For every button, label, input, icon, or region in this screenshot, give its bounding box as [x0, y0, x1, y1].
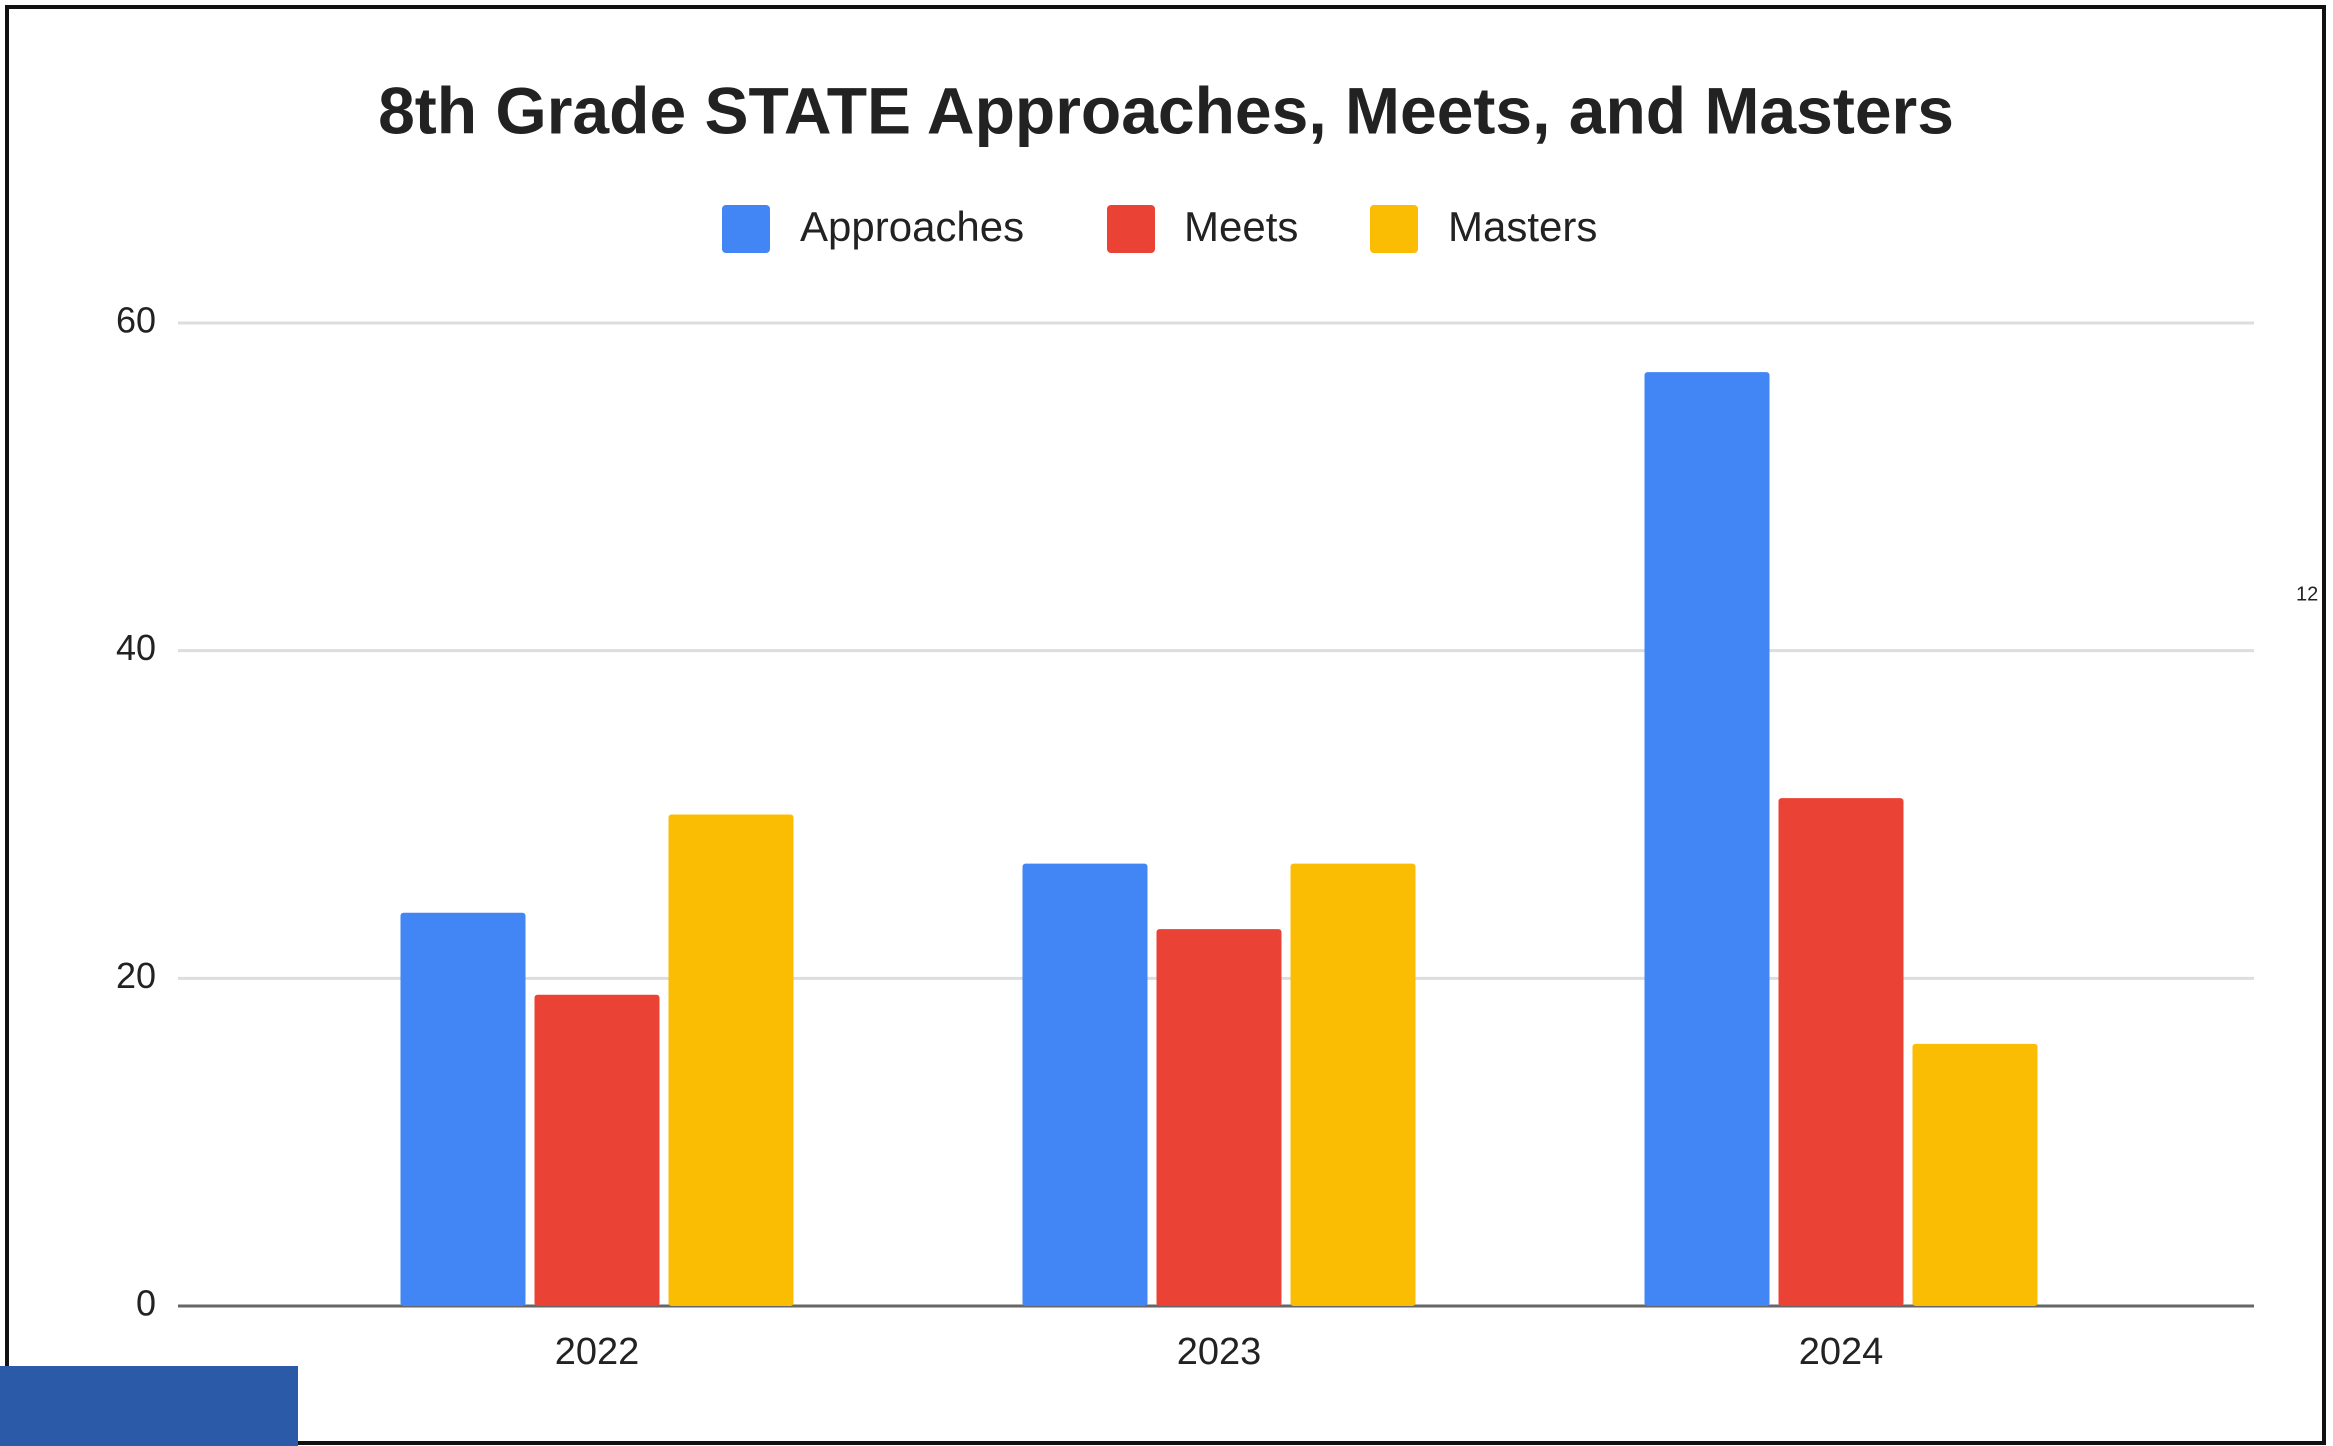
bar	[534, 994, 660, 1306]
x-tick-label: 2022	[555, 1331, 640, 1373]
legend-swatch	[722, 205, 770, 253]
y-tick-label: 20	[116, 955, 156, 996]
x-tick-label: 2024	[1799, 1331, 1884, 1373]
bar	[1912, 1043, 2038, 1306]
sheet-tab	[0, 1366, 298, 1446]
bar	[1644, 372, 1770, 1306]
bar	[1778, 798, 1904, 1306]
bar	[1022, 863, 1148, 1306]
legend-label: Approaches	[800, 203, 1024, 250]
legend-swatch	[1370, 205, 1418, 253]
cell-text: 12	[2296, 583, 2318, 605]
y-tick-label: 60	[116, 300, 156, 341]
y-tick-label: 40	[116, 627, 156, 668]
bar	[1156, 929, 1282, 1306]
y-tick-label: 0	[136, 1283, 156, 1324]
bar	[1290, 863, 1416, 1306]
bar	[668, 814, 794, 1306]
chart-title: 8th Grade STATE Approaches, Meets, and M…	[378, 73, 1954, 147]
legend-label: Meets	[1184, 203, 1298, 250]
bar	[400, 912, 526, 1306]
legend-swatch	[1107, 205, 1155, 253]
x-tick-label: 2023	[1177, 1331, 1262, 1373]
legend-label: Masters	[1448, 203, 1597, 250]
